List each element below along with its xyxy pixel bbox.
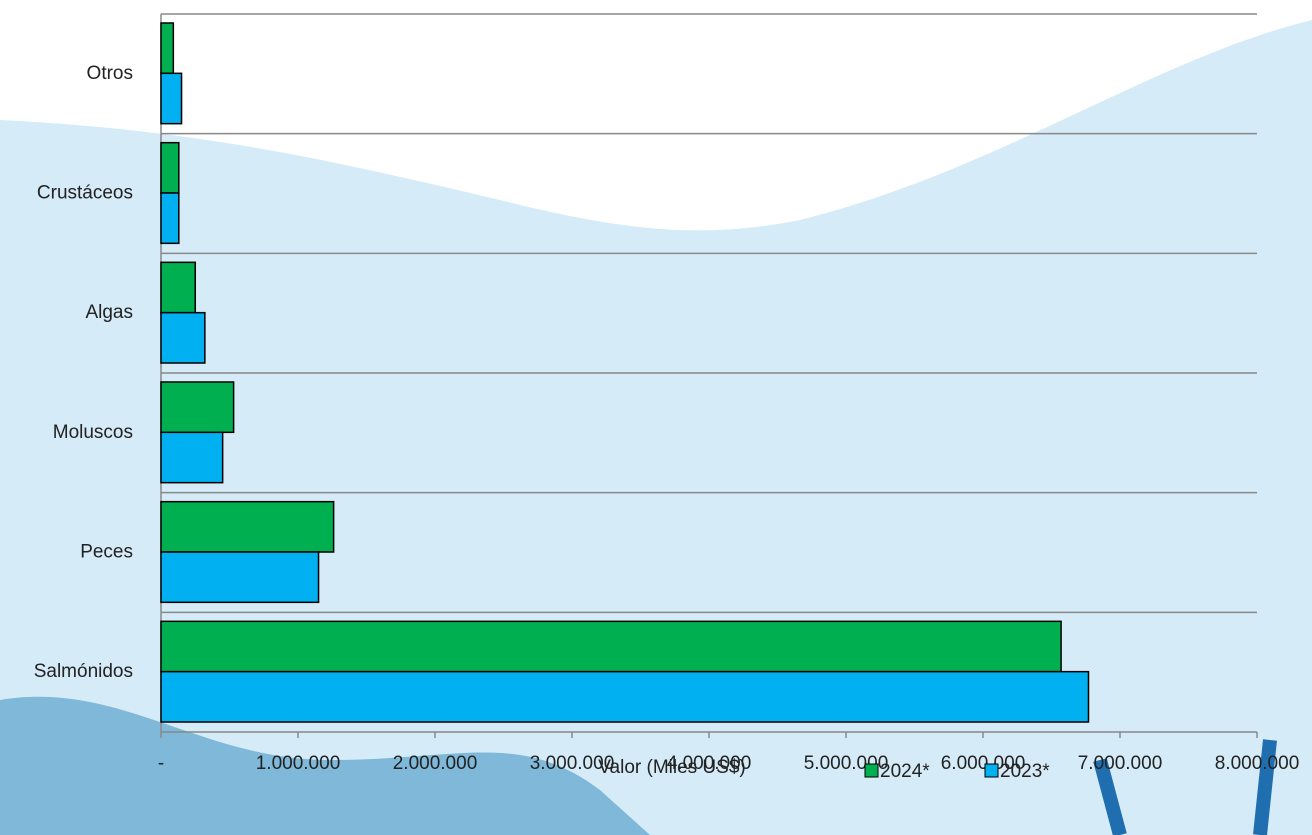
x-tick-label: 6.000.000 [941, 753, 1026, 774]
legend-swatch [864, 763, 879, 778]
y-tick-label: Algas [85, 302, 133, 323]
x-tick-label: - [158, 753, 164, 774]
bar [160, 311, 206, 364]
x-tick-label: 3.000.000 [530, 753, 615, 774]
legend-swatch [984, 763, 999, 778]
y-tick-label: Salmónidos [34, 661, 133, 682]
legend-label: 2024* [880, 761, 930, 782]
bar [160, 141, 180, 194]
x-tick-label: 8.000.000 [1215, 753, 1300, 774]
x-tick-label: 4.000.000 [667, 753, 752, 774]
bar [160, 620, 1062, 673]
bar [160, 192, 180, 245]
bar [160, 72, 183, 125]
legend-label: 2023* [1000, 761, 1050, 782]
bar [160, 261, 196, 314]
bar [160, 500, 335, 553]
x-axis-label: Valor (Miles US$) [598, 757, 745, 778]
x-tick-label: 1.000.000 [256, 753, 341, 774]
y-tick-label: Otros [87, 63, 133, 84]
y-tick-label: Moluscos [53, 422, 133, 443]
bar [160, 22, 175, 75]
x-tick-label: 2.000.000 [393, 753, 478, 774]
bar [160, 431, 224, 484]
bar [160, 670, 1090, 723]
y-tick-label: Crustáceos [37, 183, 133, 204]
y-tick-label: Peces [80, 542, 133, 563]
bar [160, 551, 320, 604]
x-tick-label: 7.000.000 [1078, 753, 1163, 774]
bar [160, 381, 235, 434]
